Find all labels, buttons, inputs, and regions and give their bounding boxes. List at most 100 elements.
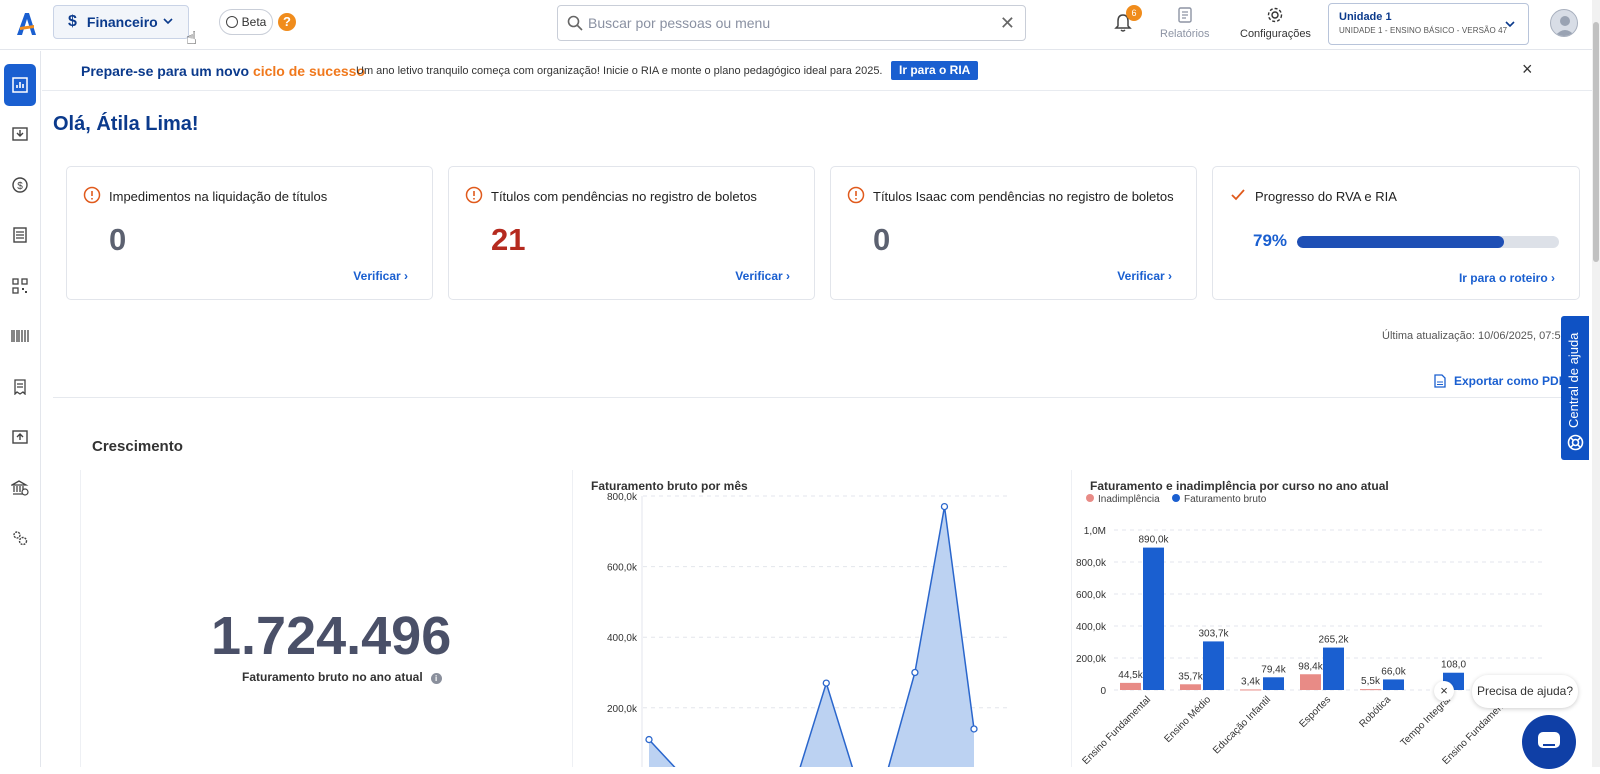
chat-prompt[interactable]: Precisa de ajuda? bbox=[1472, 675, 1578, 708]
legend-swatch bbox=[1086, 494, 1094, 502]
go-to-ria-button[interactable]: Ir para o RIA bbox=[891, 61, 979, 80]
export-label: Exportar como PDF bbox=[1454, 374, 1567, 388]
chat-button[interactable] bbox=[1522, 715, 1576, 769]
upload-icon bbox=[12, 430, 28, 444]
x-tick-label: Educação Infantil bbox=[1211, 694, 1273, 756]
chart-title: Faturamento e inadimplência por curso no… bbox=[1090, 479, 1389, 493]
sidebar-item-settings[interactable] bbox=[4, 517, 36, 559]
kpi-label-text: Faturamento bruto no ano atual bbox=[242, 670, 423, 684]
unit-selector[interactable]: Unidade 1 UNIDADE 1 - ENSINO BÁSICO - VE… bbox=[1328, 3, 1529, 45]
beta-badge[interactable]: Beta bbox=[219, 9, 273, 35]
sidebar-item-dashboard[interactable] bbox=[4, 64, 36, 106]
card-settlement-blocks: Impedimentos na liquidação de títulos 0 … bbox=[66, 166, 433, 300]
reports-nav[interactable]: Relatórios bbox=[1160, 6, 1210, 40]
data-point[interactable] bbox=[645, 735, 653, 744]
bar[interactable] bbox=[1383, 679, 1404, 690]
notification-count-badge: 6 bbox=[1126, 5, 1142, 21]
x-tick-label: Esportes bbox=[1297, 694, 1333, 730]
notifications-button[interactable]: 6 bbox=[1114, 5, 1142, 38]
bar-chart-svg: Inadimplência Faturamento bruto 1,0M 800,0k… bbox=[1076, 494, 1542, 767]
list-icon bbox=[13, 227, 27, 243]
dashboard-icon bbox=[12, 77, 28, 93]
sidebar: $ bbox=[0, 51, 41, 767]
sidebar-item-list[interactable] bbox=[4, 214, 36, 256]
sidebar-item-barcode[interactable] bbox=[4, 315, 36, 357]
logo-icon[interactable] bbox=[14, 11, 38, 37]
chat-close-button[interactable]: × bbox=[1434, 681, 1454, 701]
y-tick-label: 200,0k bbox=[1076, 654, 1107, 665]
bar[interactable] bbox=[1360, 689, 1381, 691]
verify-link[interactable]: Verificar › bbox=[1117, 269, 1172, 283]
unit-subtitle: UNIDADE 1 - ENSINO BÁSICO - VERSÃO 47 bbox=[1339, 26, 1508, 35]
verify-link[interactable]: Verificar › bbox=[735, 269, 790, 283]
banner-title-highlight: ciclo de sucesso bbox=[252, 63, 366, 79]
help-icon[interactable]: ? bbox=[278, 13, 296, 31]
unit-name: Unidade 1 bbox=[1339, 11, 1392, 23]
bar[interactable] bbox=[1120, 682, 1141, 690]
bar[interactable] bbox=[1323, 647, 1344, 690]
data-label: 3,4k bbox=[1241, 676, 1261, 687]
sidebar-item-downloads[interactable] bbox=[4, 113, 36, 155]
bar[interactable] bbox=[1300, 674, 1321, 690]
sidebar-item-qr[interactable] bbox=[4, 265, 36, 307]
kpi-label: Faturamento bruto no ano atual i bbox=[242, 670, 442, 684]
sidebar-item-receipts[interactable] bbox=[4, 366, 36, 408]
series-line bbox=[648, 506, 975, 767]
chevron-down-icon bbox=[1505, 21, 1515, 28]
search-bar[interactable]: ✕ bbox=[557, 5, 1026, 41]
chart-title: Faturamento bruto por mês bbox=[591, 479, 748, 493]
lifebuoy-icon bbox=[1567, 434, 1584, 451]
module-label: Financeiro bbox=[86, 14, 158, 30]
card-isaac-pending: Títulos Isaac com pendências no registro… bbox=[830, 166, 1197, 300]
top-bar: $ Financeiro ☝ Beta ? ✕ 6 Relatórios Con… bbox=[0, 0, 1600, 50]
data-point[interactable] bbox=[911, 668, 919, 677]
reports-label: Relatórios bbox=[1160, 28, 1210, 40]
sidebar-item-finance[interactable]: $ bbox=[4, 164, 36, 206]
module-selector-button[interactable]: $ Financeiro bbox=[53, 5, 189, 39]
chat-icon bbox=[1538, 732, 1560, 748]
banner-close-icon[interactable]: × bbox=[1522, 59, 1533, 79]
sidebar-item-bank[interactable] bbox=[4, 467, 36, 509]
svg-text:$: $ bbox=[17, 181, 23, 192]
barcode-icon bbox=[11, 330, 29, 342]
progress-percent: 79% bbox=[1253, 231, 1288, 250]
area-fill bbox=[649, 506, 974, 767]
bar[interactable] bbox=[1180, 684, 1201, 690]
y-tick-label: 1,0M bbox=[1084, 526, 1106, 537]
data-point[interactable] bbox=[940, 502, 949, 511]
roadmap-link[interactable]: Ir para o roteiro › bbox=[1458, 271, 1555, 285]
check-icon bbox=[1231, 189, 1245, 201]
dollar-icon: $ bbox=[68, 13, 77, 30]
y-tick-label: 400,0k bbox=[607, 633, 638, 644]
bar[interactable] bbox=[1240, 689, 1261, 691]
verify-link[interactable]: Verificar › bbox=[353, 269, 408, 283]
sidebar-item-uploads[interactable] bbox=[4, 416, 36, 458]
progress-bar bbox=[1297, 236, 1559, 248]
y-tick-label: 0 bbox=[1100, 686, 1106, 697]
vertical-scrollbar[interactable] bbox=[1592, 0, 1600, 767]
info-icon[interactable]: i bbox=[430, 673, 442, 684]
greeting-title: Olá, Átila Lima! bbox=[53, 113, 199, 135]
help-center-tab[interactable]: Central de ajuda bbox=[1561, 316, 1589, 460]
pdf-icon bbox=[1434, 374, 1446, 388]
data-label: 890,0k bbox=[1138, 535, 1169, 546]
export-pdf-button[interactable]: Exportar como PDF bbox=[1434, 374, 1566, 388]
data-point[interactable] bbox=[822, 679, 830, 687]
hand-cursor-icon: ☝ bbox=[186, 28, 197, 48]
settings-nav[interactable]: Configurações bbox=[1240, 6, 1311, 40]
qr-icon bbox=[12, 278, 28, 294]
bar[interactable] bbox=[1143, 547, 1164, 690]
y-tick-label: 200,0k bbox=[607, 704, 638, 715]
x-tick-label: Ensino Médio bbox=[1162, 694, 1213, 745]
close-icon[interactable]: ✕ bbox=[999, 13, 1015, 33]
search-input[interactable] bbox=[588, 15, 988, 31]
card-title: Impedimentos na liquidação de títulos bbox=[109, 189, 328, 204]
bar[interactable] bbox=[1263, 677, 1284, 690]
y-tick-label: 400,0k bbox=[1076, 622, 1107, 633]
avatar[interactable] bbox=[1550, 9, 1578, 37]
card-value: 0 bbox=[873, 222, 891, 257]
receipt-icon bbox=[14, 379, 26, 395]
data-point[interactable] bbox=[970, 725, 978, 733]
scrollbar-thumb[interactable] bbox=[1593, 22, 1599, 262]
bar[interactable] bbox=[1203, 641, 1224, 690]
